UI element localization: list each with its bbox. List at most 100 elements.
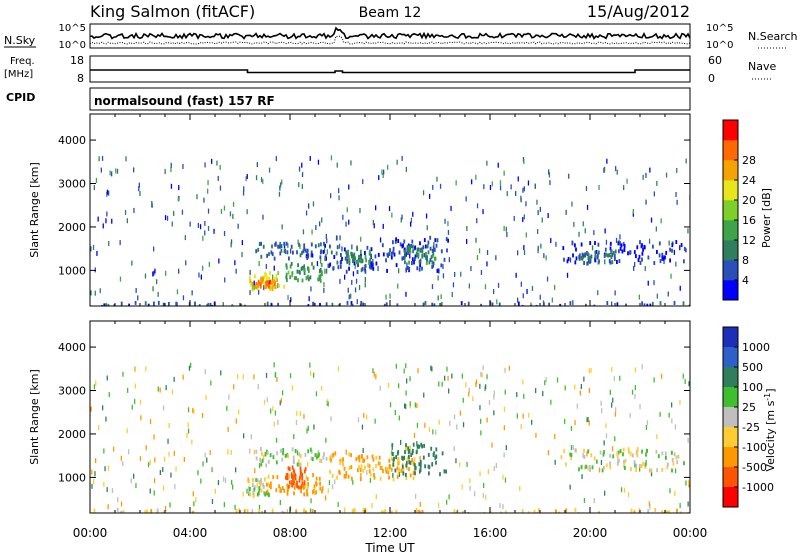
echo-cell [403, 239, 406, 244]
echo-cell [533, 509, 536, 513]
echo-cell [659, 259, 662, 264]
echo-cell [416, 403, 418, 409]
echo-cell [175, 301, 178, 306]
echo-cell [475, 379, 478, 385]
echo-cell [680, 243, 683, 247]
echo-cell [525, 201, 527, 207]
echo-cell [661, 252, 664, 257]
echo-cell [326, 268, 328, 274]
echo-cell [319, 221, 321, 227]
echo-cell [307, 484, 309, 489]
echo-cell [369, 253, 372, 258]
echo-cell [261, 451, 263, 456]
echo-cell [541, 217, 543, 223]
echo-cell [297, 263, 299, 268]
echo-cell [421, 249, 424, 254]
echo-cell [398, 467, 401, 472]
echo-cell [299, 466, 302, 471]
echo-cell [580, 256, 583, 260]
echo-cell [302, 249, 305, 254]
echo-cell [574, 420, 576, 426]
echo-cell [263, 275, 266, 280]
echo-cell [128, 449, 130, 455]
echo-cell [412, 249, 414, 254]
echo-cell [409, 401, 411, 407]
echo-cell [303, 268, 306, 273]
echo-cell [682, 301, 685, 306]
echo-cell [306, 256, 309, 260]
echo-cell [313, 372, 315, 378]
echo-cell [630, 451, 632, 457]
echo-cell [639, 404, 641, 410]
echo-cell [392, 477, 395, 482]
echo-cell [346, 300, 349, 305]
echo-cell [355, 457, 358, 462]
echo-cell [93, 185, 95, 191]
echo-cell [311, 261, 313, 266]
echo-cell [208, 261, 210, 267]
y-tick-label: 2000 [58, 428, 86, 441]
echo-cell [362, 447, 364, 453]
echo-cell [302, 265, 305, 270]
echo-cell [667, 462, 669, 467]
colorbar-segment [723, 280, 738, 301]
echo-cell [219, 164, 221, 170]
echo-cell [611, 367, 613, 373]
echo-cell [440, 302, 443, 306]
echo-cell [207, 226, 210, 231]
echo-cell [398, 415, 400, 421]
echo-cell [139, 456, 142, 462]
echo-cell [398, 461, 401, 466]
echo-cell [321, 217, 323, 223]
echo-cell [231, 304, 234, 306]
echo-cell [394, 410, 396, 415]
echo-cell [558, 511, 561, 513]
echo-cell [364, 465, 366, 470]
echo-cell [299, 253, 302, 258]
echo-cell [642, 461, 645, 466]
echo-cell [400, 217, 402, 223]
echo-cell [617, 450, 620, 455]
echo-cell [394, 239, 397, 244]
echo-cell [539, 294, 541, 300]
echo-cell [224, 477, 227, 483]
echo-cell [95, 458, 97, 464]
echo-cell [636, 245, 639, 250]
echo-cell [374, 418, 376, 424]
echo-cell [325, 302, 328, 306]
echo-cell [671, 418, 673, 424]
echo-cell [456, 424, 458, 430]
echo-cell [407, 266, 409, 270]
echo-cell [332, 452, 335, 457]
echo-cell [234, 260, 236, 266]
echo-cell [572, 300, 574, 306]
echo-cell [401, 468, 403, 473]
echo-cell [350, 251, 353, 256]
echo-cell [288, 256, 290, 261]
velocity-data-layer [90, 362, 690, 513]
echo-cell [419, 263, 421, 268]
echo-cell [627, 447, 630, 452]
echo-cell [266, 489, 269, 494]
colorbar-tick-label: 500 [742, 361, 763, 374]
echo-cell [504, 389, 506, 395]
echo-cell [277, 283, 279, 289]
echo-cell [107, 465, 110, 471]
echo-cell [634, 463, 636, 468]
echo-cell [310, 286, 312, 292]
echo-cell [255, 456, 258, 461]
echo-cell [448, 494, 450, 500]
echo-cell [575, 247, 577, 252]
echo-cell [149, 460, 151, 465]
echo-cell [639, 260, 642, 265]
echo-cell [332, 266, 335, 271]
echo-cell [292, 455, 295, 460]
echo-cell [548, 302, 550, 306]
echo-cell [279, 251, 282, 256]
echo-cell [589, 467, 591, 472]
echo-cell [385, 466, 387, 472]
echo-cell [364, 269, 367, 274]
echo-cell [305, 491, 307, 497]
echo-cell [280, 182, 282, 188]
cpid-text: normalsound (fast) 157 RF [94, 94, 275, 108]
